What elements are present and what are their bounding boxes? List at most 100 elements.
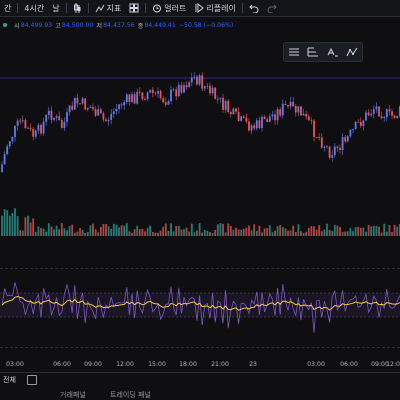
candle-body <box>151 89 154 93</box>
range-all-button[interactable]: 전체 <box>3 376 16 384</box>
candle-body <box>253 125 256 129</box>
lines-icon[interactable] <box>287 46 301 58</box>
fib-icon[interactable] <box>306 46 320 58</box>
volume-bar <box>287 230 289 236</box>
volume-bar <box>123 225 126 236</box>
price-chart[interactable] <box>0 32 400 360</box>
tab-trading-panel[interactable]: 거래패널 <box>60 391 86 399</box>
volume-bar <box>40 228 42 236</box>
candle-body <box>193 76 196 78</box>
candle-body <box>300 106 302 116</box>
layouts-button[interactable] <box>125 3 143 13</box>
volume-bar <box>198 223 201 236</box>
volume-bar <box>248 225 250 236</box>
candle-body <box>144 99 146 100</box>
volume-bar <box>144 231 146 236</box>
candle-body <box>232 108 235 115</box>
candle-body <box>263 116 266 120</box>
day-button[interactable]: 날 <box>48 3 63 14</box>
volume-bar <box>274 230 276 236</box>
volume-bar <box>331 230 334 236</box>
volume-bar <box>79 228 81 236</box>
alarm-clock-icon <box>153 4 162 13</box>
candle-body <box>372 109 375 114</box>
candle-body <box>237 111 240 121</box>
candle-body <box>34 130 37 137</box>
volume-bar <box>21 230 24 236</box>
candle-body <box>313 120 315 137</box>
open-label: 시 <box>14 22 20 30</box>
candle-body <box>357 121 360 123</box>
candle-body <box>92 107 94 110</box>
time-tick-label: 23 <box>249 361 257 368</box>
candle-body <box>227 100 230 113</box>
time-tick-label: 03:00 <box>6 361 24 368</box>
time-tick-label: 09:00 <box>371 361 389 368</box>
time-tick-label: 09:00 <box>84 361 102 368</box>
drawing-tools-panel <box>283 42 363 62</box>
text-icon[interactable] <box>326 46 340 58</box>
volume-bar <box>276 226 279 236</box>
toolbar-divider <box>65 3 67 13</box>
indicators-button[interactable]: 지표 <box>91 3 126 14</box>
candle-body <box>27 127 29 129</box>
candle-body <box>209 85 211 94</box>
volume-bar <box>185 227 188 236</box>
volume-bar <box>196 230 198 236</box>
candle-body <box>323 146 326 148</box>
candle-body <box>141 92 144 100</box>
candle-body <box>84 98 87 110</box>
alert-label: 얼러트 <box>164 3 187 13</box>
time-tick-label: 12:00 <box>386 361 400 368</box>
indicators-label: 지표 <box>106 3 122 13</box>
candle-body <box>380 116 383 119</box>
candle-body <box>58 116 61 121</box>
volume-bar <box>209 232 211 236</box>
volume-bar <box>19 230 22 236</box>
redo-button[interactable] <box>263 4 281 13</box>
indicators-icon <box>95 4 104 12</box>
candle-body <box>138 91 141 93</box>
interval-button[interactable]: 4시간 <box>20 3 48 14</box>
time-tick-label: 06:00 <box>340 361 358 368</box>
candle-body <box>157 91 159 94</box>
volume-bar <box>151 231 154 236</box>
rsi-panel[interactable] <box>0 270 400 348</box>
candle-body <box>333 146 336 156</box>
interval-short[interactable]: 간 <box>0 3 15 14</box>
volume-bar <box>216 224 219 236</box>
bottom-bar: 전체 <box>0 372 400 387</box>
chart-type-button[interactable] <box>69 3 86 13</box>
candle-body <box>107 119 110 122</box>
volume-bar <box>32 218 35 236</box>
candle-body <box>99 109 102 114</box>
calendar-icon[interactable] <box>26 375 37 385</box>
time-tick-label: 18:00 <box>179 361 197 368</box>
candle-body <box>365 112 367 121</box>
volume-bar <box>45 231 48 236</box>
candle-body <box>40 125 42 134</box>
volume-bar <box>261 232 263 236</box>
candle-body <box>385 109 388 118</box>
candle-body <box>149 89 152 93</box>
candle-body <box>349 129 352 137</box>
time-tick-label: 12:00 <box>116 361 134 368</box>
tab-trading-panel-2[interactable]: 트레이딩 패널 <box>110 391 151 399</box>
volume-bar <box>357 226 360 236</box>
rsi-line <box>1 282 400 333</box>
volume-bar <box>385 231 388 236</box>
undo-button[interactable] <box>245 4 263 13</box>
volume-bar <box>242 228 245 236</box>
alert-button[interactable]: 얼러트 <box>148 3 190 14</box>
pattern-icon[interactable] <box>345 46 359 58</box>
candle-body <box>266 119 269 123</box>
volume-bar <box>365 231 367 236</box>
volume-bar <box>292 225 295 236</box>
candle-body <box>198 75 201 85</box>
candle-body <box>393 115 396 118</box>
time-axis[interactable]: 03:00 06:00 09:00 12:00 15:00 18:00 21:00 23 03:… <box>0 359 400 371</box>
volume-series <box>1 208 400 236</box>
replay-button[interactable]: 리플레이 <box>190 3 239 14</box>
undo-icon <box>249 4 259 13</box>
volume-bar <box>372 225 375 236</box>
